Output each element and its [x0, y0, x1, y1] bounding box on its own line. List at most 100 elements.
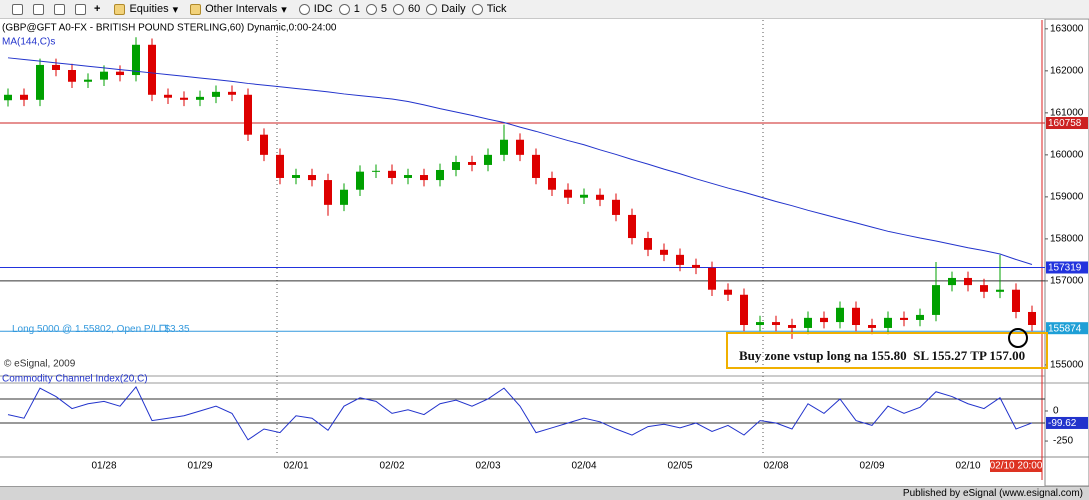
candle-body	[388, 170, 396, 178]
candle-body	[788, 325, 796, 328]
candle-body	[292, 175, 300, 178]
candle-body	[980, 285, 988, 292]
candle-body	[100, 71, 108, 80]
last-price-label: 155874	[1048, 323, 1082, 334]
candle-body	[196, 96, 204, 100]
y-tick-label: 155000	[1050, 360, 1084, 371]
candle-body	[660, 249, 668, 255]
candle-body	[532, 154, 540, 178]
candle-body	[676, 254, 684, 265]
candle-body	[356, 171, 364, 190]
toolbar-button[interactable]: IDC	[313, 3, 333, 15]
candle-body	[916, 314, 924, 320]
candle-body	[772, 322, 780, 326]
candle-body	[708, 267, 716, 290]
toolbar-menu[interactable]: Other Intervals	[205, 3, 278, 15]
candle-body	[1028, 311, 1036, 326]
x-tick-label: 02/10	[955, 461, 980, 472]
candle-body	[852, 307, 860, 326]
footer: Published by eSignal (www.esignal.com)	[0, 486, 1089, 500]
copyright: © eSignal, 2009	[4, 359, 76, 370]
candle-body	[116, 71, 124, 76]
x-tick-label: 02/04	[571, 461, 596, 472]
y-tick-label: 0	[1053, 406, 1059, 417]
cci-line	[7, 386, 1033, 441]
y-tick-label: 158000	[1050, 234, 1084, 245]
chart-title: Commodity Channel Index(20,C)	[2, 374, 148, 385]
y-tick-label: 159000	[1050, 192, 1084, 203]
x-tick-label: 02/02	[379, 461, 404, 472]
x-tick-label: 02/01	[283, 461, 308, 472]
candle-body	[340, 189, 348, 205]
candle-body	[596, 194, 604, 200]
candle-body	[900, 317, 908, 320]
candle-body	[4, 94, 12, 101]
candle-body	[436, 169, 444, 181]
candle-body	[84, 79, 92, 82]
toolbar-icon	[365, 3, 377, 15]
toolbar-icon	[426, 3, 438, 15]
x-tick-label: 02/09	[859, 461, 884, 472]
candle-body	[692, 264, 700, 268]
toolbar-icon[interactable]	[54, 3, 65, 15]
candle-body	[52, 64, 60, 70]
level-label: 157319	[1048, 263, 1082, 274]
position-icon	[159, 324, 167, 332]
y-tick-label: 161000	[1050, 107, 1084, 118]
candle-body	[276, 154, 284, 178]
y-tick-label: 163000	[1050, 23, 1084, 34]
candle-body	[452, 162, 460, 170]
y-tick-label: 162000	[1050, 65, 1084, 76]
toolbar-button[interactable]: 60	[407, 3, 421, 15]
toolbar-icon	[298, 3, 310, 15]
candle-body	[932, 285, 940, 315]
candle-body	[244, 94, 252, 135]
candle-body	[420, 175, 428, 181]
candle-body	[228, 91, 236, 95]
toolbar-icon[interactable]	[75, 3, 86, 15]
toolbar: + Equities ▾ Other Intervals ▾ IDC 1 5 60 …	[0, 0, 1089, 19]
toolbar-button[interactable]: Daily	[441, 3, 466, 15]
toolbar-menu[interactable]: Equities	[129, 3, 169, 15]
candle-body	[612, 199, 620, 215]
folder-icon	[114, 3, 126, 15]
toolbar-icon[interactable]	[33, 3, 44, 15]
candle-body	[372, 170, 380, 172]
toolbar-icon[interactable]	[12, 3, 23, 15]
folder-icon	[190, 3, 202, 15]
y-tick-label: 157000	[1050, 276, 1084, 287]
x-tick-label: 02/03	[475, 461, 500, 472]
candle-body	[68, 69, 76, 82]
candle-body	[20, 94, 28, 100]
candle-body	[868, 325, 876, 328]
toolbar-icon	[471, 3, 483, 15]
candle-body	[964, 277, 972, 286]
candle-body	[164, 94, 172, 98]
toolbar-button[interactable]: 1	[353, 3, 360, 15]
candle-body	[740, 294, 748, 326]
marks: (GBP@GFT A0-FX - BRITISH POUND STERLING,…	[0, 23, 1088, 472]
candle-body	[484, 154, 492, 165]
candle-body	[468, 162, 476, 165]
annotation: Buy zone vstup long na 155.80 SL 155.27 …	[739, 348, 1026, 363]
position-label: Long 5000 @ 1.55802, Open P/L: $3.35	[12, 324, 190, 335]
candle-body	[516, 139, 524, 155]
level-label: 160758	[1048, 118, 1082, 129]
buy-zone-box	[726, 332, 1048, 369]
candle-body	[36, 64, 44, 100]
legend-label: MA(144,C)s	[2, 37, 55, 48]
toolbar-button[interactable]: Tick	[486, 3, 507, 15]
last-price-label-bg	[1046, 322, 1088, 335]
candle-body	[404, 175, 412, 178]
candle-body	[564, 189, 572, 198]
toolbar-icon	[392, 3, 404, 15]
toolbar-button[interactable]: 5	[380, 3, 387, 15]
chart-title: (GBP@GFT A0-FX - BRITISH POUND STERLING,…	[2, 23, 337, 34]
candle-body	[948, 277, 956, 286]
x-tick-label: 02/05	[667, 461, 692, 472]
y-tick-label: 160000	[1050, 149, 1084, 160]
candle-body	[580, 194, 588, 198]
x-tick-label: 02/10 20:00	[990, 461, 1043, 472]
